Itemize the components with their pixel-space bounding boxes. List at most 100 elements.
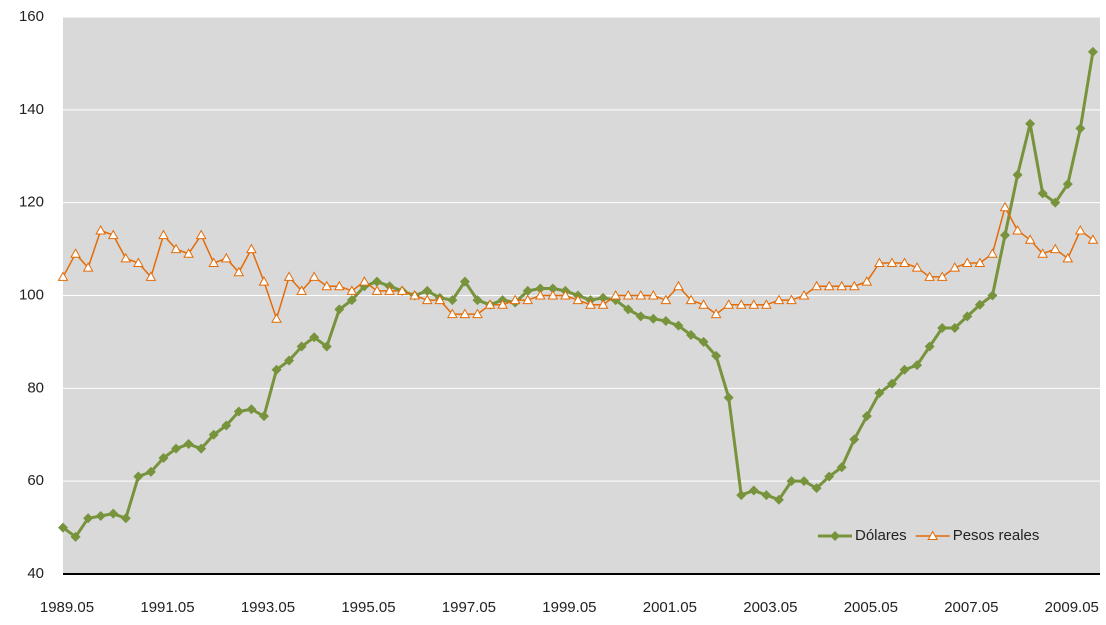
marker bbox=[830, 531, 840, 541]
marker bbox=[384, 285, 395, 295]
marker bbox=[333, 280, 345, 291]
marker bbox=[1087, 46, 1098, 57]
marker bbox=[748, 299, 760, 309]
marker bbox=[58, 522, 68, 533]
marker bbox=[773, 494, 784, 505]
marker bbox=[107, 229, 119, 240]
marker bbox=[912, 360, 923, 371]
marker bbox=[623, 304, 634, 315]
marker bbox=[673, 320, 684, 331]
marker bbox=[974, 299, 985, 310]
marker bbox=[83, 513, 94, 524]
marker bbox=[95, 224, 107, 235]
marker bbox=[547, 289, 559, 300]
marker bbox=[447, 295, 458, 306]
marker bbox=[861, 276, 873, 286]
marker bbox=[422, 285, 433, 296]
marker bbox=[648, 313, 659, 324]
marker bbox=[686, 329, 696, 340]
marker bbox=[1012, 169, 1023, 180]
marker bbox=[484, 299, 496, 309]
marker bbox=[459, 308, 471, 319]
marker bbox=[698, 336, 709, 347]
marker bbox=[57, 271, 69, 281]
marker bbox=[949, 322, 960, 333]
y-tick-label: 80 bbox=[27, 379, 44, 396]
marker bbox=[534, 289, 546, 300]
marker bbox=[158, 452, 169, 463]
marker bbox=[396, 285, 408, 295]
marker bbox=[1000, 230, 1010, 241]
marker bbox=[736, 490, 747, 501]
marker bbox=[547, 283, 558, 294]
x-tick-label: 2007.05 bbox=[944, 599, 998, 616]
y-tick-label: 140 bbox=[19, 101, 44, 118]
marker bbox=[1087, 234, 1099, 244]
marker bbox=[723, 392, 734, 403]
marker bbox=[95, 510, 106, 521]
marker bbox=[924, 341, 935, 352]
marker bbox=[1037, 248, 1049, 258]
marker bbox=[183, 248, 194, 258]
marker bbox=[208, 257, 220, 268]
marker bbox=[233, 266, 245, 277]
marker bbox=[220, 252, 232, 263]
marker bbox=[961, 257, 973, 268]
marker bbox=[158, 229, 169, 240]
marker bbox=[171, 443, 182, 454]
marker bbox=[911, 262, 923, 272]
marker bbox=[258, 276, 270, 286]
x-tick-label: 1999.05 bbox=[542, 599, 596, 616]
marker bbox=[183, 439, 194, 450]
marker bbox=[647, 289, 659, 300]
marker bbox=[459, 276, 470, 287]
y-tick-label: 60 bbox=[27, 472, 44, 489]
marker bbox=[761, 299, 772, 309]
marker bbox=[899, 257, 910, 268]
marker bbox=[572, 294, 584, 305]
x-tick-label: 1997.05 bbox=[442, 599, 496, 616]
marker bbox=[133, 257, 144, 268]
marker bbox=[811, 483, 822, 494]
marker bbox=[1037, 188, 1048, 199]
x-tick-label: 1991.05 bbox=[140, 599, 194, 616]
marker bbox=[1062, 252, 1074, 263]
marker bbox=[70, 531, 81, 542]
marker bbox=[284, 355, 295, 366]
marker bbox=[283, 271, 295, 281]
marker bbox=[1050, 197, 1061, 208]
marker bbox=[748, 485, 759, 496]
marker bbox=[987, 248, 998, 258]
y-tick-label: 100 bbox=[19, 286, 44, 303]
marker bbox=[1024, 234, 1036, 244]
marker bbox=[999, 201, 1011, 212]
legend-label: Dólares bbox=[855, 527, 907, 544]
y-tick-label: 120 bbox=[19, 194, 44, 211]
marker bbox=[522, 285, 533, 296]
marker bbox=[308, 271, 320, 281]
marker bbox=[246, 243, 257, 254]
x-tick-label: 1993.05 bbox=[241, 599, 295, 616]
marker bbox=[409, 289, 421, 300]
marker bbox=[120, 513, 131, 524]
marker bbox=[221, 420, 232, 431]
marker bbox=[271, 364, 282, 375]
marker bbox=[1075, 123, 1086, 134]
marker bbox=[196, 443, 207, 454]
marker bbox=[710, 308, 722, 319]
legend-label: Pesos reales bbox=[953, 527, 1040, 544]
marker bbox=[434, 294, 446, 305]
marker bbox=[987, 290, 998, 301]
marker bbox=[509, 294, 521, 305]
marker bbox=[371, 285, 383, 295]
marker bbox=[886, 257, 898, 268]
marker bbox=[346, 285, 358, 295]
marker bbox=[208, 429, 219, 440]
marker bbox=[359, 276, 370, 286]
marker bbox=[334, 304, 345, 315]
marker bbox=[1025, 118, 1036, 129]
marker bbox=[874, 387, 885, 398]
marker bbox=[610, 289, 621, 300]
